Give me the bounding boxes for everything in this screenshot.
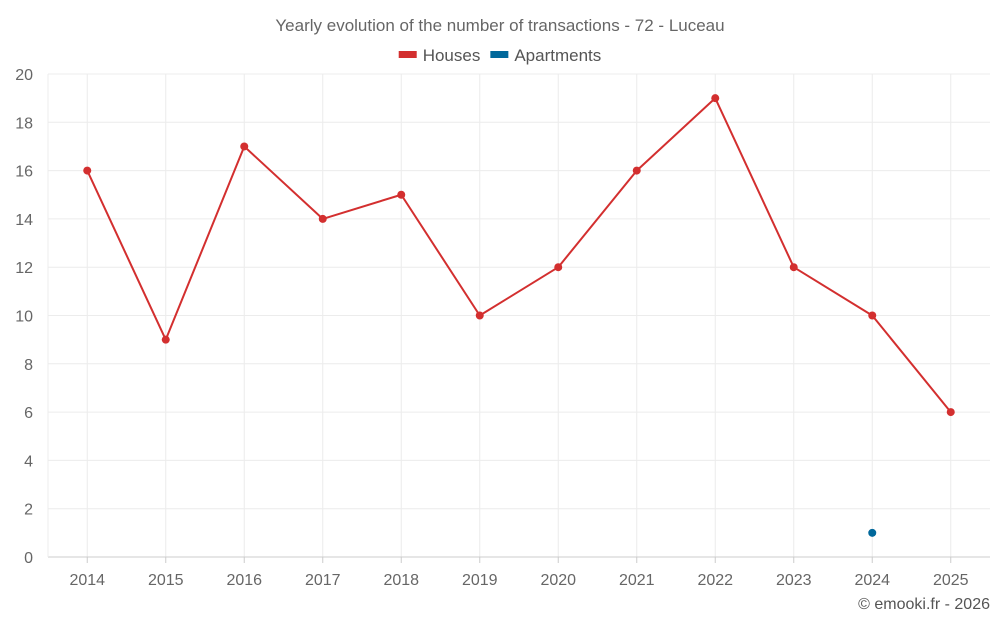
- axes: 0 2 4 6 8 10 12 14 16 18 20 2014 2015 2016 2017 2018 201…: [15, 67, 990, 589]
- x-tick-label: 2019: [462, 572, 498, 589]
- x-tick-label: 2024: [854, 572, 890, 589]
- data-point-houses-2015: [161, 335, 170, 344]
- y-tick-label: 18: [15, 115, 33, 132]
- y-tick-label: 0: [24, 550, 33, 567]
- x-tick-label: 2014: [69, 572, 105, 589]
- x-tick-label: 2020: [540, 572, 576, 589]
- x-tick-label: 2016: [226, 572, 262, 589]
- data-point-houses-2025: [946, 408, 955, 417]
- series: [83, 94, 955, 537]
- x-tick-label: 2022: [697, 572, 733, 589]
- y-tick-label: 10: [15, 309, 33, 326]
- x-tick-label: 2018: [383, 572, 419, 589]
- grid: [48, 73, 990, 557]
- y-tick-label: 6: [24, 405, 33, 422]
- data-point-houses-2024: [868, 311, 877, 320]
- legend-item-apartments: Apartments: [490, 46, 601, 65]
- y-tick-label: 4: [24, 453, 33, 470]
- legend-label-apartments: Apartments: [514, 46, 601, 65]
- data-point-houses-2023: [789, 263, 798, 272]
- data-point-houses-2019: [475, 311, 484, 320]
- y-tick-label: 2: [24, 502, 33, 519]
- data-point-houses-2014: [83, 166, 92, 175]
- x-tick-label: 2023: [776, 572, 812, 589]
- x-tick-label: 2017: [305, 572, 341, 589]
- y-tick-label: 14: [15, 212, 33, 229]
- x-tick-label: 2015: [148, 572, 184, 589]
- data-point-houses-2016: [240, 142, 249, 151]
- y-tick-label: 12: [15, 260, 33, 277]
- legend-swatch-houses: [398, 51, 417, 58]
- y-tick-label: 16: [15, 164, 33, 181]
- data-point-houses-2020: [554, 263, 563, 272]
- data-point-houses-2021: [632, 166, 641, 175]
- data-point-houses-2018: [397, 190, 406, 199]
- y-tick-label: 8: [24, 357, 33, 374]
- y-tick-label: 20: [15, 67, 33, 84]
- data-point-apartments-2024: [868, 528, 877, 537]
- x-tick-label: 2025: [933, 572, 969, 589]
- x-tick-label: 2021: [619, 572, 655, 589]
- legend-label-houses: Houses: [423, 46, 481, 65]
- data-point-houses-2022: [711, 94, 720, 103]
- legend-swatch-apartments: [490, 51, 509, 58]
- chart-title: Yearly evolution of the number of transa…: [275, 16, 724, 35]
- legend-item-houses: Houses: [398, 46, 481, 65]
- series-line-houses: [86, 97, 952, 413]
- legend: Houses Apartments: [398, 46, 601, 65]
- credit-text: © emooki.fr - 2026: [858, 596, 990, 613]
- data-point-houses-2017: [318, 214, 327, 223]
